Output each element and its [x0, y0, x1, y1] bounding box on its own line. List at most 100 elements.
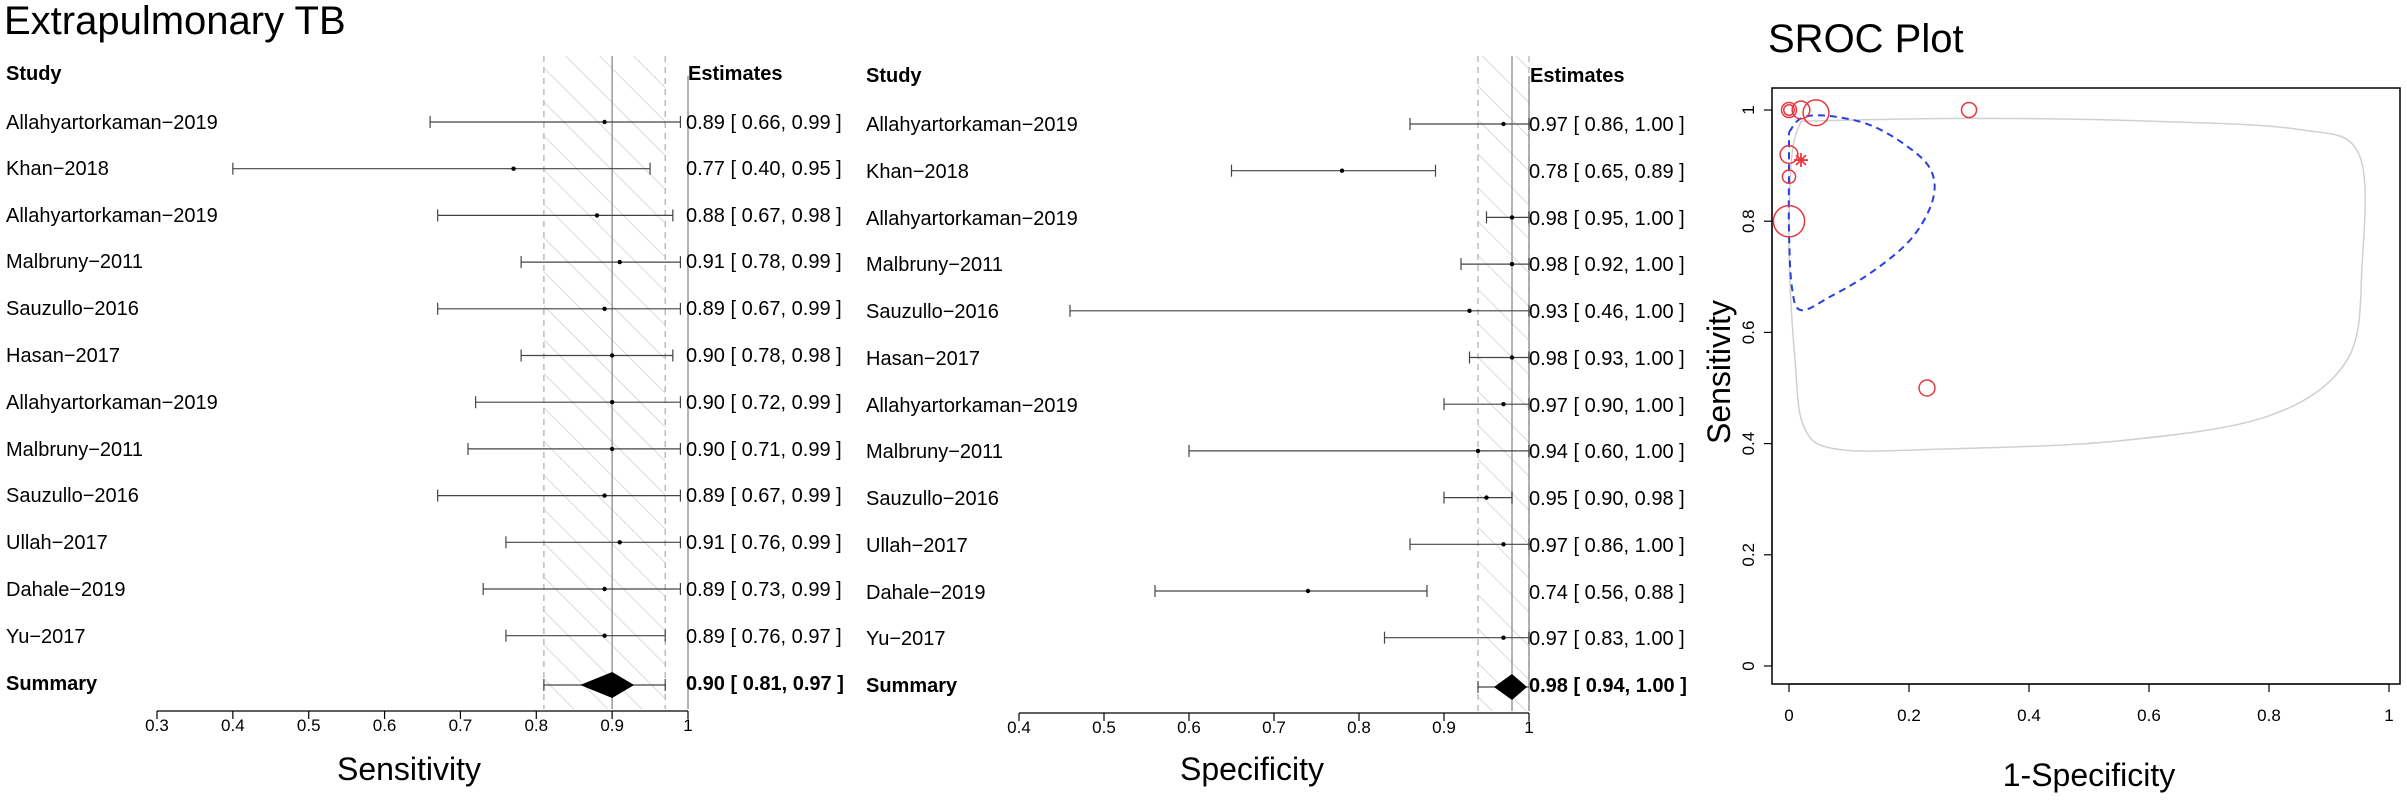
sensitivity-summary-row: Summary 0.90 [ 0.81, 0.97 ] — [6, 672, 844, 698]
specificity-estimate-label: 0.98 [ 0.95, 1.00 ] — [1529, 208, 1685, 230]
sensitivity-study-name: Allahyartorkaman−2019 — [6, 112, 218, 134]
specificity-estimate-label: 0.97 [ 0.86, 1.00 ] — [1529, 114, 1685, 136]
specificity-estimate-label: 0.94 [ 0.60, 1.00 ] — [1529, 441, 1685, 463]
specificity-row: Yu−2017 0.97 [ 0.83, 1.00 ] — [866, 628, 1685, 650]
sensitivity-estimate-label: 0.89 [ 0.66, 0.99 ] — [686, 112, 842, 134]
specificity-point — [1501, 402, 1506, 407]
sensitivity-summary-band — [543, 56, 666, 709]
specificity-row: Sauzullo−2016 0.95 [ 0.90, 0.98 ] — [866, 488, 1685, 510]
sensitivity-point — [609, 400, 615, 405]
specificity-estimate-label: 0.97 [ 0.86, 1.00 ] — [1529, 535, 1685, 557]
sroc-x-tick-label: 0.8 — [2257, 706, 2281, 725]
sensitivity-point — [602, 119, 607, 125]
sroc-plot: SROC Plot 0 0.2 0.4 0.6 — [1701, 17, 2401, 793]
sensitivity-estimate-label: 0.90 [ 0.78, 0.98 ] — [686, 345, 842, 367]
sensitivity-study-name: Sauzullo−2016 — [6, 298, 139, 320]
sensitivity-row: Ullah−2017 0.91 [ 0.76, 0.99 ] — [6, 532, 842, 554]
sensitivity-point — [609, 353, 615, 358]
specificity-study-name: Sauzullo−2016 — [866, 301, 999, 323]
specificity-study-name: Sauzullo−2016 — [866, 488, 999, 510]
sensitivity-estimate-label: 0.89 [ 0.76, 0.97 ] — [686, 626, 842, 648]
sensitivity-tick-label: 0.3 — [145, 716, 169, 735]
specificity-row: Malbruny−2011 0.94 [ 0.60, 1.00 ] — [866, 441, 1685, 463]
specificity-study-name: Malbruny−2011 — [866, 254, 1003, 276]
specificity-point — [1475, 448, 1481, 454]
sensitivity-point — [602, 493, 607, 498]
sensitivity-rows: Allahyartorkaman−2019 0.89 [ 0.66, 0.99 … — [6, 112, 842, 648]
sroc-study-point — [1779, 144, 1799, 165]
sensitivity-tick-label: 0.6 — [373, 716, 397, 735]
sensitivity-row: Allahyartorkaman−2019 0.89 [ 0.66, 0.99 … — [6, 112, 842, 134]
specificity-estimate-label: 0.95 [ 0.90, 0.98 ] — [1529, 488, 1685, 510]
sensitivity-x-axis: 0.3 0.4 0.5 0.6 0.7 0.8 0.9 1 Sensitivit… — [145, 710, 693, 787]
specificity-study-name: Allahyartorkaman−2019 — [866, 208, 1078, 230]
specificity-study-name: Hasan−2017 — [866, 348, 980, 370]
sroc-study-point — [1780, 101, 1798, 119]
sroc-x-tick-label: 0.4 — [2017, 706, 2041, 725]
specificity-tick-label: 1 — [1524, 718, 1533, 737]
specificity-tick-label: 0.9 — [1432, 718, 1456, 737]
specificity-estimate-label: 0.97 [ 0.90, 1.00 ] — [1529, 395, 1685, 417]
sensitivity-study-name: Sauzullo−2016 — [6, 485, 139, 507]
specificity-tick-label: 0.4 — [1007, 718, 1031, 737]
specificity-point — [1501, 635, 1506, 640]
specificity-summary-band — [1478, 56, 1529, 711]
sensitivity-point — [617, 259, 622, 265]
specificity-estimate-label: 0.98 [ 0.92, 1.00 ] — [1529, 254, 1685, 276]
specificity-study-header: Study — [866, 65, 922, 87]
sensitivity-tick-label: 0.7 — [449, 716, 473, 735]
specificity-summary-row: Summary 0.98 [ 0.94, 1.00 ] — [866, 674, 1687, 700]
sensitivity-estimates-header: Estimates — [688, 63, 783, 85]
sroc-y-tick-label: 1 — [1739, 105, 1758, 114]
sroc-y-tick-label: 0 — [1739, 661, 1758, 670]
specificity-estimates-header: Estimates — [1530, 65, 1625, 87]
sensitivity-study-name: Ullah−2017 — [6, 532, 108, 554]
specificity-rows: Allahyartorkaman−2019 0.97 [ 0.86, 1.00 … — [866, 114, 1685, 650]
sroc-x-axis-title: 1-Specificity — [2003, 757, 2176, 793]
specificity-point — [1509, 355, 1515, 360]
sensitivity-study-name: Malbruny−2011 — [6, 251, 143, 273]
specificity-tick-label: 0.5 — [1092, 718, 1116, 737]
sensitivity-estimate-label: 0.77 [ 0.40, 0.95 ] — [686, 158, 842, 180]
sensitivity-row: Khan−2018 0.77 [ 0.40, 0.95 ] — [6, 158, 842, 180]
sensitivity-row: Sauzullo−2016 0.89 [ 0.67, 0.99 ] — [6, 485, 842, 507]
specificity-row: Hasan−2017 0.98 [ 0.93, 1.00 ] — [866, 348, 1685, 370]
sensitivity-row: Allahyartorkaman−2019 0.90 [ 0.72, 0.99 … — [6, 392, 842, 414]
specificity-point — [1467, 308, 1472, 313]
specificity-row: Allahyartorkaman−2019 0.98 [ 0.95, 1.00 … — [866, 208, 1685, 230]
sensitivity-estimate-label: 0.91 [ 0.76, 0.99 ] — [686, 532, 842, 554]
sroc-title: SROC Plot — [1768, 17, 1964, 61]
specificity-estimate-label: 0.98 [ 0.93, 1.00 ] — [1529, 348, 1685, 370]
specificity-summary-label: 0.98 [ 0.94, 1.00 ] — [1529, 675, 1687, 697]
sensitivity-row: Yu−2017 0.89 [ 0.76, 0.97 ] — [6, 626, 842, 648]
sensitivity-point — [602, 586, 607, 592]
sroc-x-axis: 0 0.2 0.4 0.6 0.8 1 1-Specificity — [1784, 683, 2394, 793]
sensitivity-tick-label: 1 — [683, 716, 692, 735]
sensitivity-study-name: Allahyartorkaman−2019 — [6, 205, 218, 227]
sensitivity-row: Dahale−2019 0.89 [ 0.73, 0.99 ] — [6, 579, 842, 601]
sensitivity-row: Allahyartorkaman−2019 0.88 [ 0.67, 0.98 … — [6, 205, 842, 227]
sroc-x-tick-label: 1 — [2384, 706, 2393, 725]
specificity-point — [1509, 261, 1515, 267]
sensitivity-tick-label: 0.9 — [600, 716, 624, 735]
sroc-y-axis: 0 0.2 0.4 0.6 0.8 1 Sensitivity — [1701, 105, 1773, 671]
sensitivity-study-name: Dahale−2019 — [6, 579, 126, 601]
specificity-x-axis: 0.4 0.5 0.6 0.7 0.8 0.9 1 Specificity — [1007, 712, 1534, 787]
sensitivity-study-name: Hasan−2017 — [6, 345, 120, 367]
sensitivity-estimate-label: 0.89 [ 0.73, 0.99 ] — [686, 579, 842, 601]
specificity-study-name: Dahale−2019 — [866, 582, 986, 604]
figure-title: Extrapulmonary TB — [4, 0, 346, 43]
specificity-axis-title: Specificity — [1180, 751, 1324, 787]
sensitivity-point — [594, 213, 600, 218]
specificity-row: Sauzullo−2016 0.93 [ 0.46, 1.00 ] — [866, 301, 1685, 323]
sroc-summary-point — [1794, 153, 1808, 168]
sroc-study-point — [1783, 104, 1795, 116]
specificity-point — [1501, 121, 1506, 127]
sensitivity-row: Hasan−2017 0.90 [ 0.78, 0.98 ] — [6, 345, 842, 367]
sensitivity-estimate-label: 0.89 [ 0.67, 0.99 ] — [686, 485, 842, 507]
specificity-study-name: Allahyartorkaman−2019 — [866, 114, 1078, 136]
specificity-study-name: Ullah−2017 — [866, 535, 968, 557]
sensitivity-study-name: Allahyartorkaman−2019 — [6, 392, 218, 414]
sroc-confidence-region — [1787, 114, 1936, 312]
